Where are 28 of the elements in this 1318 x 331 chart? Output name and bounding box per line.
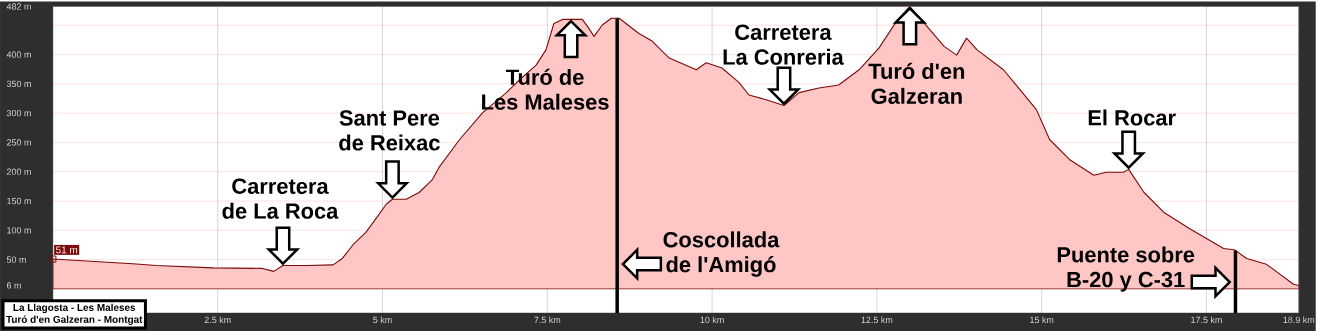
text: La Llagosta - Les Maleses [13, 303, 136, 314]
x-tick-label: 18.9 km [1283, 316, 1315, 324]
annotation: Sant Pere de Reixac [339, 110, 440, 151]
y-tick-label: 482 m [6, 3, 31, 10]
x-tick-label: 10 km [700, 316, 724, 324]
x-tick-label: 12.5 km [861, 316, 893, 324]
x-tick-label: 15 km [1030, 316, 1054, 324]
y-tick-label: 100 m [7, 227, 31, 234]
x-tick-label: 2.5 km [204, 316, 231, 324]
annotation: Carretera de La Roca [222, 178, 339, 219]
text: Turó d'en Galzeran - Montgat [6, 315, 143, 325]
annotation: Carretera La Conreria [723, 24, 844, 65]
ref-line-label: Coscollada de l'Amigó [663, 231, 780, 277]
annotation: El Rocar [1088, 109, 1176, 126]
y-tick-label: 300 m [6, 110, 31, 117]
y-tick-label: 400 m [6, 51, 31, 58]
y-tick-label: 50 m [6, 256, 26, 263]
annotation: Turó d'en Galzeran [868, 62, 965, 104]
y-tick-label: 150 m [7, 197, 31, 205]
y-tick-label: 6 m [6, 282, 21, 289]
annotation: 51 m [56, 246, 78, 254]
y-tick-label: 250 m [6, 139, 31, 146]
x-tick-label: 17.5 km [1191, 316, 1222, 324]
x-tick-label: 5 km [373, 316, 392, 324]
x-tick-label: 7.5 km [534, 316, 561, 324]
y-tick-label: 200 m [6, 168, 31, 175]
ref-line-label: Puente sobre B-20 y C-31 [1057, 246, 1195, 292]
y-tick-label: 350 m [6, 80, 31, 88]
